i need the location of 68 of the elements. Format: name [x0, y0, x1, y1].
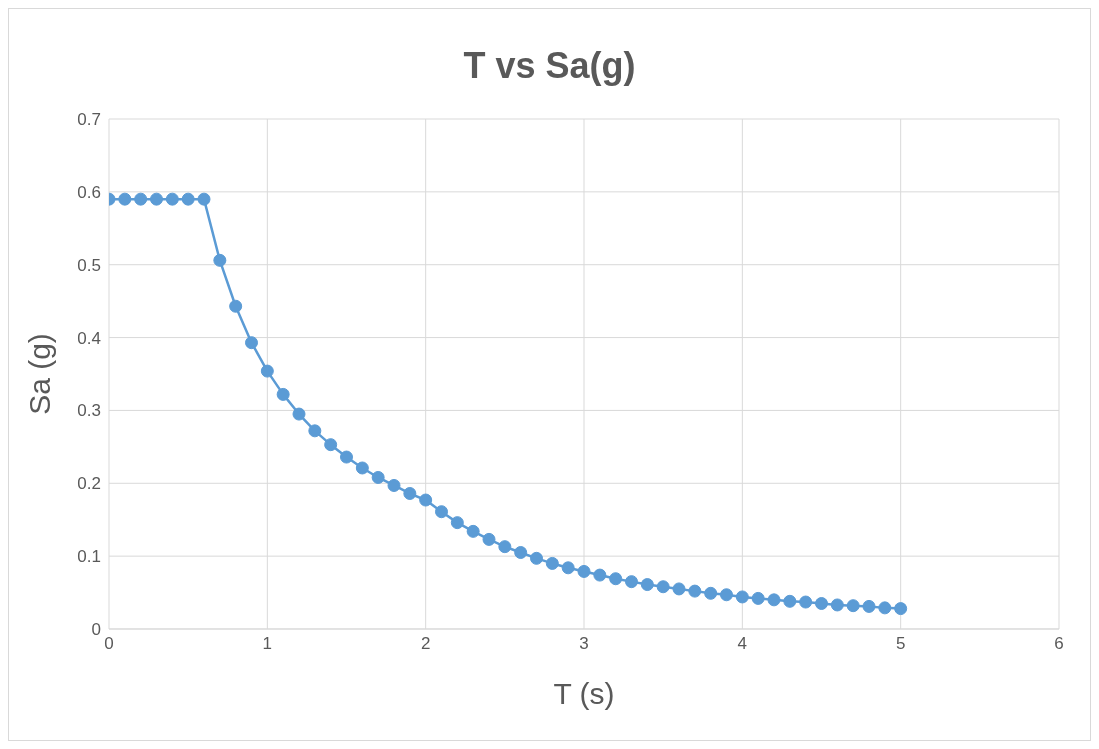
point — [292, 407, 306, 421]
point — [561, 561, 575, 575]
point — [783, 594, 797, 608]
y-tick-label: 0.4 — [77, 328, 101, 348]
point — [656, 580, 670, 594]
point — [355, 461, 369, 475]
point — [498, 540, 512, 554]
x-tick-label: 4 — [737, 634, 748, 654]
point — [530, 551, 543, 565]
x-tick-label: 5 — [895, 634, 906, 654]
y-tick-label: 0.2 — [77, 474, 101, 494]
x-axis-title: T (s) — [553, 677, 615, 710]
point — [593, 568, 607, 582]
point — [403, 486, 417, 500]
point — [419, 493, 433, 507]
point — [735, 590, 749, 604]
point — [134, 192, 148, 206]
point — [229, 299, 243, 313]
point — [688, 584, 702, 598]
y-tick-label: 0.6 — [77, 182, 101, 202]
point — [118, 192, 132, 206]
point — [197, 192, 211, 206]
point — [150, 192, 163, 206]
point — [213, 253, 227, 267]
x-tick-label: 6 — [1054, 634, 1064, 654]
point — [514, 546, 528, 559]
point — [466, 524, 480, 538]
y-tick-label: 0.7 — [77, 110, 101, 130]
point — [482, 532, 496, 546]
point — [387, 478, 401, 492]
point — [181, 192, 195, 206]
point — [450, 516, 464, 530]
point — [878, 601, 892, 615]
point — [435, 505, 448, 519]
y-axis-title: Sa (g) — [22, 333, 56, 415]
point — [815, 597, 828, 610]
point — [846, 599, 860, 613]
point — [545, 556, 559, 570]
point — [276, 387, 290, 401]
point — [720, 588, 733, 602]
x-tick-label: 2 — [420, 634, 431, 654]
point — [672, 582, 686, 596]
point — [799, 595, 813, 609]
y-tick-label: 0.1 — [77, 547, 101, 567]
point — [324, 438, 338, 452]
y-tick-label: 0.5 — [77, 255, 101, 275]
point — [751, 591, 765, 605]
point — [577, 564, 591, 578]
point — [640, 578, 654, 592]
point — [165, 192, 179, 206]
point — [704, 586, 718, 600]
point — [245, 336, 258, 350]
point — [609, 572, 623, 586]
point — [260, 364, 274, 378]
point — [767, 593, 781, 607]
x-tick-label: 0 — [104, 634, 114, 654]
y-tick-label: 0.3 — [77, 401, 101, 421]
point — [371, 470, 385, 484]
point — [862, 599, 876, 613]
chart-title: T vs Sa(g) — [462, 45, 637, 87]
x-tick-label: 1 — [262, 634, 273, 654]
point — [340, 450, 353, 464]
point — [625, 575, 638, 589]
point — [830, 598, 844, 612]
point — [308, 424, 322, 438]
x-tick-label: 3 — [579, 634, 589, 654]
y-tick-label: 0 — [91, 620, 101, 640]
point — [894, 602, 908, 616]
